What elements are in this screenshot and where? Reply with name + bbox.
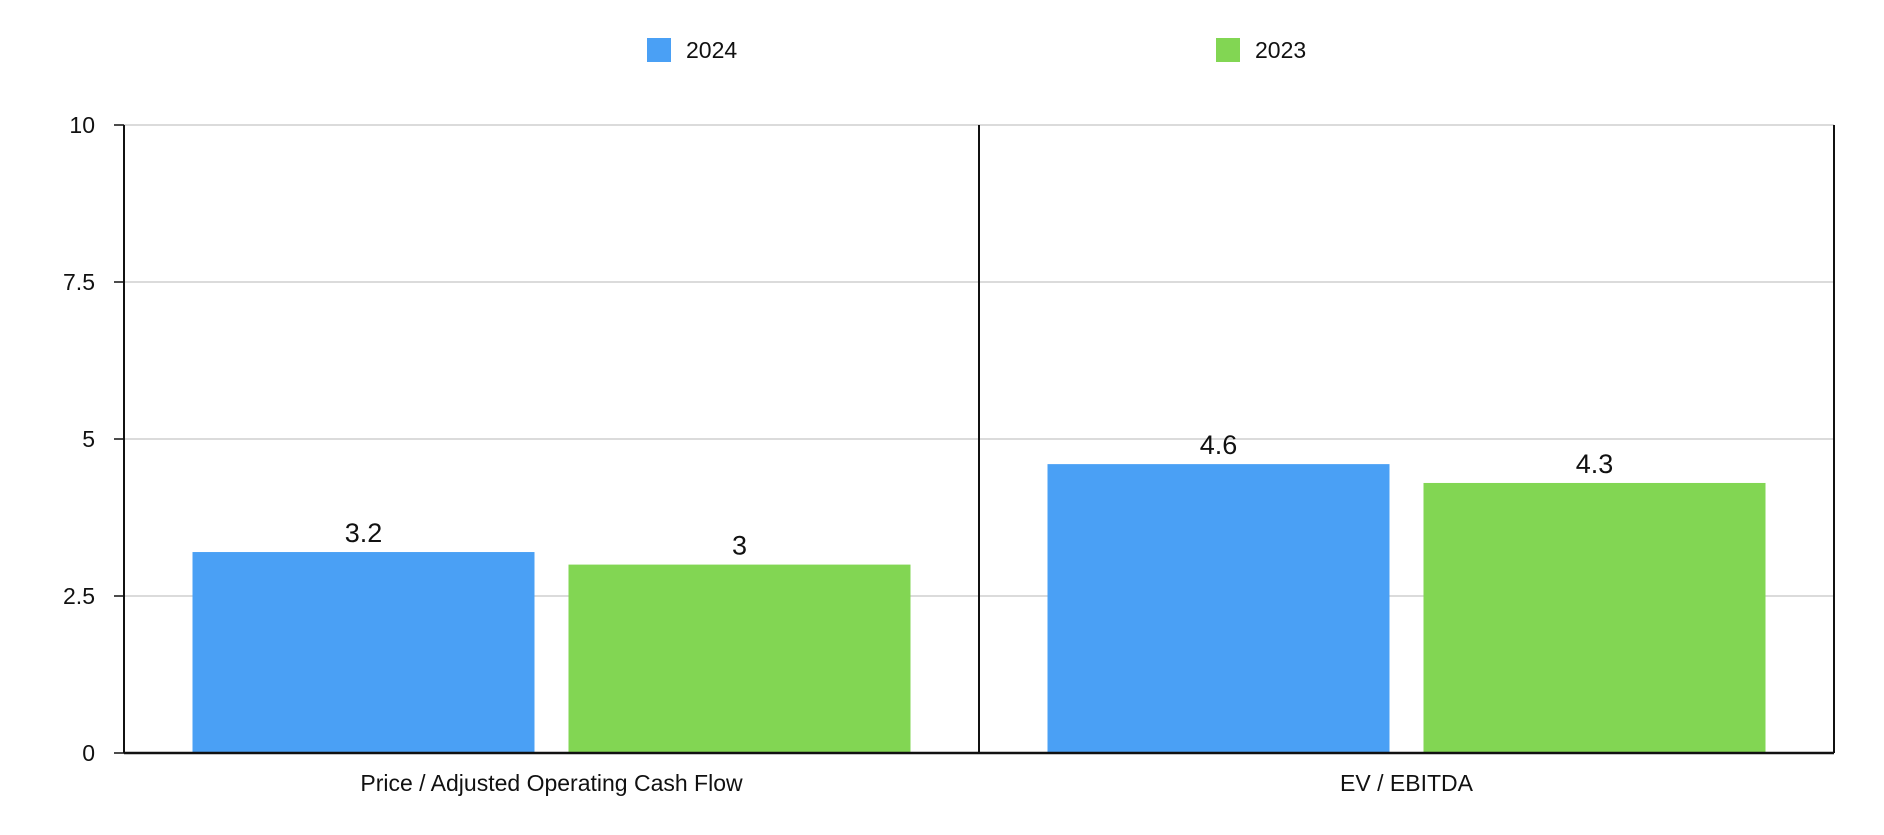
bar-2024-0 <box>192 552 535 753</box>
legend-label: 2024 <box>686 37 737 63</box>
legend-swatch-2023 <box>1216 38 1240 62</box>
y-tick-label: 5 <box>82 426 95 452</box>
bar-2024-1 <box>1047 464 1390 753</box>
bar-2023-1 <box>1423 482 1766 753</box>
data-label: 4.6 <box>1200 430 1238 460</box>
data-label: 3 <box>732 531 747 561</box>
data-label: 4.3 <box>1576 449 1614 479</box>
legend-label: 2023 <box>1255 37 1306 63</box>
y-tick-label: 10 <box>69 112 95 138</box>
y-tick-label: 0 <box>82 740 95 766</box>
bar-2023-0 <box>568 564 911 753</box>
y-tick-label: 2.5 <box>63 583 95 609</box>
x-tick-label: Price / Adjusted Operating Cash Flow <box>360 770 743 796</box>
legend-swatch-2024 <box>647 38 671 62</box>
data-label: 3.2 <box>345 518 383 548</box>
y-tick-label: 7.5 <box>63 269 95 295</box>
x-tick-label: EV / EBITDA <box>1340 770 1474 796</box>
